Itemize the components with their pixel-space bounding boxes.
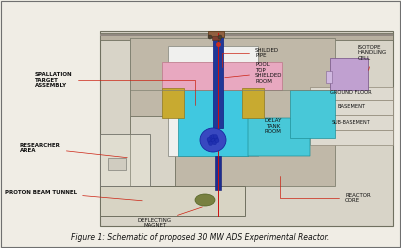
- Bar: [162, 88, 184, 118]
- Bar: [108, 158, 126, 170]
- Bar: [310, 87, 393, 100]
- Circle shape: [209, 135, 213, 139]
- Bar: [208, 31, 224, 37]
- Bar: [130, 38, 335, 186]
- Ellipse shape: [195, 194, 215, 206]
- Text: PROTON BEAM TUNNEL: PROTON BEAM TUNNEL: [5, 189, 142, 201]
- Bar: [168, 46, 258, 156]
- Text: SUB-BASEMENT: SUB-BASEMENT: [332, 120, 371, 124]
- Circle shape: [207, 137, 211, 141]
- Bar: [100, 134, 150, 186]
- Text: DELAY
TANK
ROOM: DELAY TANK ROOM: [264, 118, 282, 134]
- Bar: [100, 34, 393, 36]
- Text: RESEARCHER
AREA: RESEARCHER AREA: [20, 143, 127, 158]
- Bar: [178, 76, 248, 156]
- Bar: [242, 88, 264, 118]
- Circle shape: [213, 134, 217, 138]
- Circle shape: [213, 141, 217, 145]
- Bar: [310, 115, 393, 130]
- Circle shape: [209, 142, 213, 146]
- Text: SPALLATION
TARGET
ASSEMBLY: SPALLATION TARGET ASSEMBLY: [35, 72, 195, 105]
- Circle shape: [208, 35, 212, 39]
- Circle shape: [211, 138, 215, 142]
- Bar: [310, 100, 393, 115]
- Text: ISOTOPE
HANDLING
CELL: ISOTOPE HANDLING CELL: [358, 45, 387, 70]
- Bar: [330, 58, 368, 90]
- Circle shape: [214, 137, 218, 141]
- Circle shape: [211, 134, 215, 138]
- Bar: [130, 116, 175, 186]
- Bar: [215, 156, 221, 190]
- Text: Figure 1: Schematic of proposed 30 MW ADS Experimental Reactor.: Figure 1: Schematic of proposed 30 MW AD…: [71, 234, 329, 243]
- Bar: [213, 33, 223, 128]
- Circle shape: [215, 139, 219, 143]
- Text: DEFLECTING
MAGNET: DEFLECTING MAGNET: [138, 207, 203, 228]
- Text: SHILDED
PIPE: SHILDED PIPE: [222, 48, 279, 67]
- Bar: [326, 71, 332, 83]
- Bar: [212, 36, 220, 40]
- Text: REACTOR
CORE: REACTOR CORE: [280, 176, 371, 203]
- Bar: [100, 186, 245, 216]
- Bar: [290, 90, 335, 138]
- Bar: [162, 62, 282, 90]
- Text: POOL
TOP
SHIELDED
ROOM: POOL TOP SHIELDED ROOM: [225, 62, 282, 84]
- Text: GROUND FLOOR: GROUND FLOOR: [330, 91, 372, 95]
- Circle shape: [208, 139, 212, 143]
- Polygon shape: [248, 118, 310, 156]
- Bar: [310, 130, 393, 145]
- Bar: [100, 33, 393, 40]
- Bar: [100, 31, 393, 226]
- Text: BASEMENT: BASEMENT: [337, 104, 365, 110]
- Circle shape: [218, 35, 222, 39]
- Ellipse shape: [200, 128, 226, 152]
